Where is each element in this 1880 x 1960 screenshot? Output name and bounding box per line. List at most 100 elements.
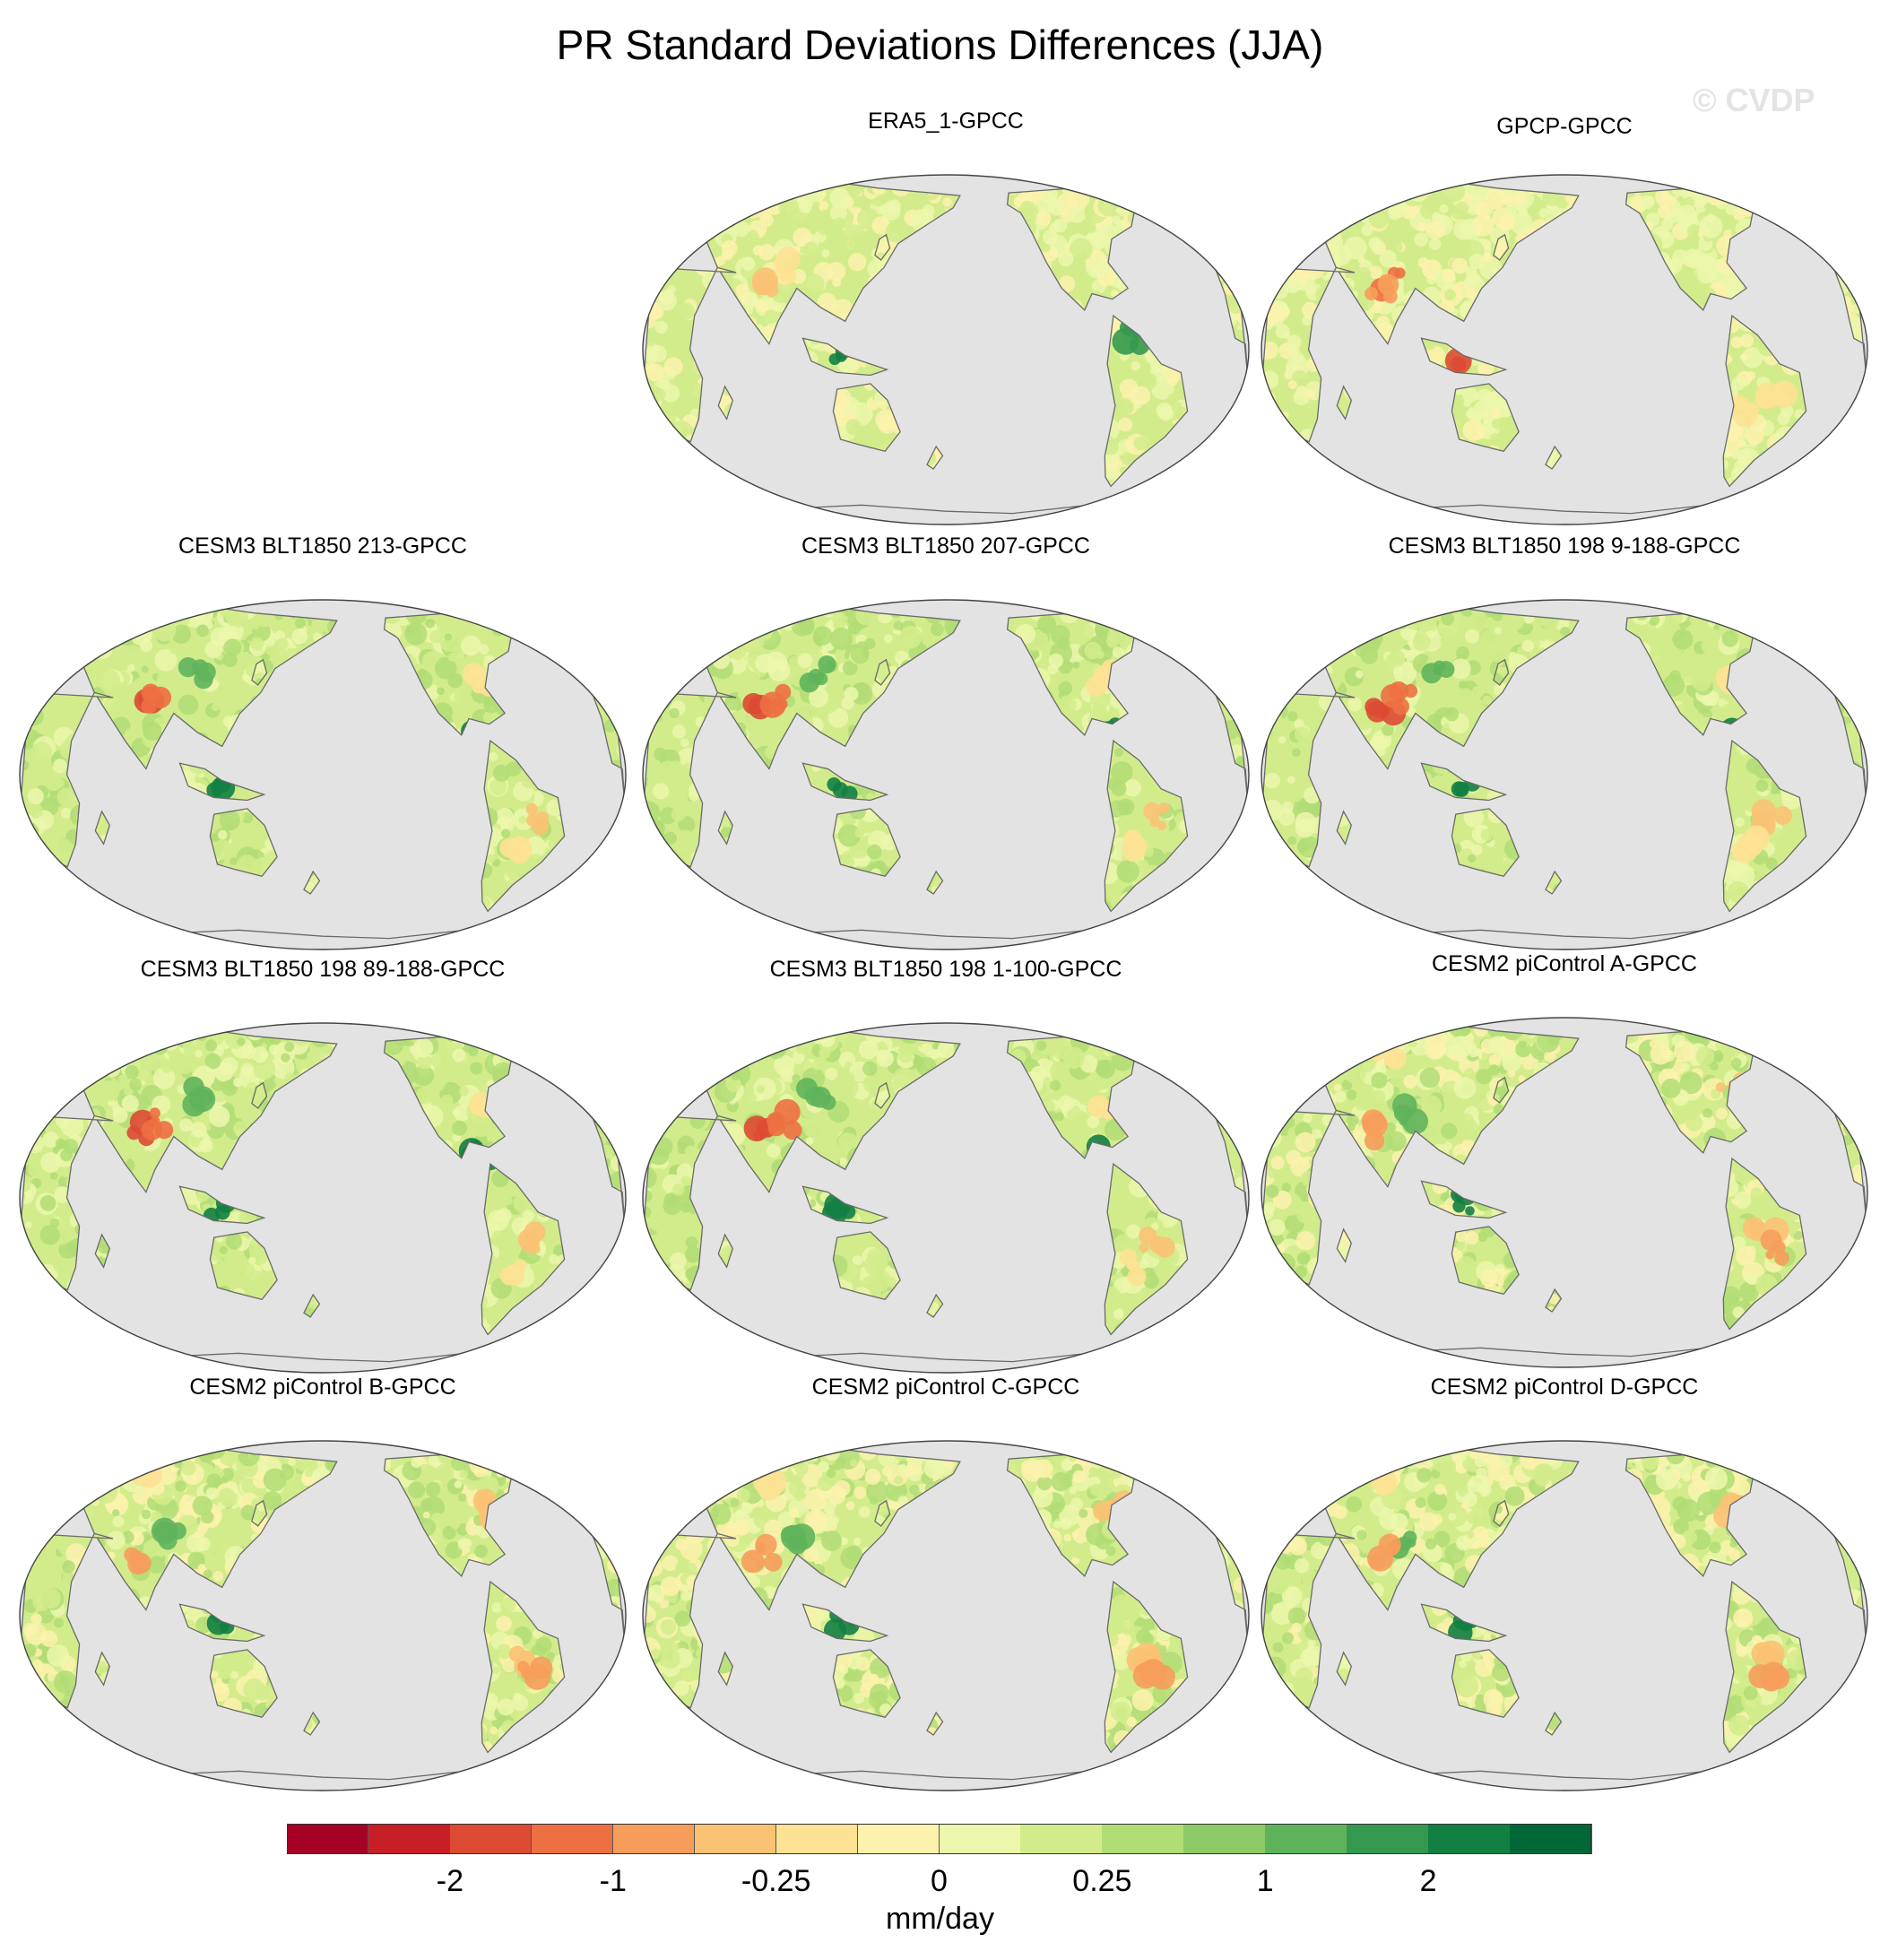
anomaly-patch xyxy=(586,680,603,689)
anomaly-patch xyxy=(684,382,705,402)
anomaly-patch xyxy=(1468,253,1485,270)
anomaly-patch xyxy=(1775,191,1779,202)
anomaly-patch xyxy=(1194,622,1203,631)
anomaly-patch xyxy=(704,204,716,216)
anomaly-patch xyxy=(1179,612,1194,627)
anomaly-patch xyxy=(82,610,103,631)
anomaly-patch xyxy=(595,662,606,672)
anomaly-patch xyxy=(1334,200,1356,222)
anomaly-patch xyxy=(1151,902,1166,912)
coastline xyxy=(1336,385,1353,421)
anomaly-patch xyxy=(498,603,508,611)
anomaly-patch xyxy=(556,612,560,618)
anomaly-patch xyxy=(27,788,44,805)
anomaly-patch xyxy=(719,182,740,195)
anomaly-patch xyxy=(708,618,727,637)
anomaly-patch xyxy=(1841,258,1864,282)
anomaly-patch xyxy=(829,672,845,689)
anomaly-patch xyxy=(686,626,706,646)
anomaly-hotspot xyxy=(1842,422,1852,432)
anomaly-patch xyxy=(504,865,518,879)
anomaly-patch xyxy=(1145,180,1160,196)
anomaly-patch xyxy=(714,607,731,619)
anomaly-patch xyxy=(1333,182,1347,194)
anomaly-patch xyxy=(79,621,88,630)
anomaly-patch xyxy=(169,639,184,655)
anomaly-patch xyxy=(867,844,882,860)
anomaly-patch xyxy=(1212,221,1224,233)
anomaly-hotspot xyxy=(469,667,480,678)
anomaly-patch xyxy=(757,607,769,618)
anomaly-patch xyxy=(76,620,91,634)
anomaly-patch xyxy=(1199,200,1219,220)
coastline xyxy=(178,762,266,802)
anomaly-patch xyxy=(1483,253,1493,263)
anomaly-patch xyxy=(1444,289,1456,301)
anomaly-patch xyxy=(760,213,774,227)
anomaly-patch xyxy=(737,627,750,640)
anomaly-patch xyxy=(1112,178,1120,184)
land-europe_w xyxy=(556,612,612,678)
anomaly-patch xyxy=(1128,612,1140,624)
anomaly-patch xyxy=(1226,686,1243,703)
anomaly-patch xyxy=(760,607,780,623)
anomaly-patch xyxy=(1313,190,1328,204)
anomaly-patch xyxy=(1335,182,1355,200)
anomaly-patch xyxy=(1399,182,1419,199)
anomaly-patch xyxy=(833,217,845,230)
anomaly-patch xyxy=(1110,178,1126,191)
anomaly-patch xyxy=(1210,224,1229,244)
anomaly-patch xyxy=(1742,347,1763,369)
anomaly-patch xyxy=(189,640,205,656)
anomaly-patch xyxy=(745,609,758,621)
anomaly-patch xyxy=(801,618,815,631)
anomaly-patch xyxy=(140,607,162,623)
anomaly-patch xyxy=(649,411,663,424)
anomaly-patch xyxy=(1640,195,1655,210)
anomaly-patch xyxy=(756,182,778,204)
anomaly-patch xyxy=(404,622,428,646)
anomaly-patch xyxy=(1135,185,1144,195)
anomaly-patch xyxy=(732,607,743,615)
anomaly-patch xyxy=(434,656,457,680)
anomaly-patch xyxy=(1182,187,1193,197)
anomaly-patch xyxy=(1136,178,1147,188)
anomaly-patch xyxy=(1304,231,1307,247)
map-panel-gpcp: GPCP-GPCC xyxy=(1255,108,1874,529)
anomaly-patch xyxy=(507,603,519,611)
anomaly-patch xyxy=(1113,603,1129,614)
anomaly-patch xyxy=(1068,205,1087,223)
anomaly-patch xyxy=(1236,726,1248,740)
coastline xyxy=(1727,178,1780,203)
robinson-map xyxy=(1261,174,1868,525)
anomaly-patch xyxy=(1133,436,1148,451)
anomaly-patch xyxy=(749,619,764,634)
anomaly-hotspot xyxy=(178,657,198,678)
anomaly-patch xyxy=(1235,755,1245,765)
anomaly-patch xyxy=(522,607,532,617)
anomaly-patch xyxy=(1210,218,1224,231)
anomaly-patch xyxy=(1368,237,1382,251)
anomaly-patch xyxy=(693,202,709,218)
anomaly-patch xyxy=(644,286,656,304)
coastline xyxy=(832,808,901,878)
anomaly-patch xyxy=(848,232,867,251)
anomaly-patch xyxy=(1202,201,1210,210)
anomaly-patch xyxy=(752,245,764,256)
anomaly-patch xyxy=(86,620,95,629)
anomaly-patch xyxy=(1746,178,1765,199)
coastline xyxy=(1178,612,1236,679)
anomaly-patch xyxy=(685,206,689,221)
anomaly-patch xyxy=(1276,421,1294,438)
land-europe_w xyxy=(1179,187,1235,253)
anomaly-patch xyxy=(865,422,879,438)
anomaly-patch xyxy=(1047,198,1065,216)
anomaly-patch xyxy=(724,694,741,711)
anomaly-patch xyxy=(685,657,690,671)
anomaly-patch xyxy=(1133,603,1149,617)
anomaly-patch xyxy=(685,658,688,667)
coastline xyxy=(1261,266,1356,443)
anomaly-patch xyxy=(1200,627,1209,635)
anomaly-patch xyxy=(83,607,104,618)
anomaly-patch xyxy=(96,611,112,628)
